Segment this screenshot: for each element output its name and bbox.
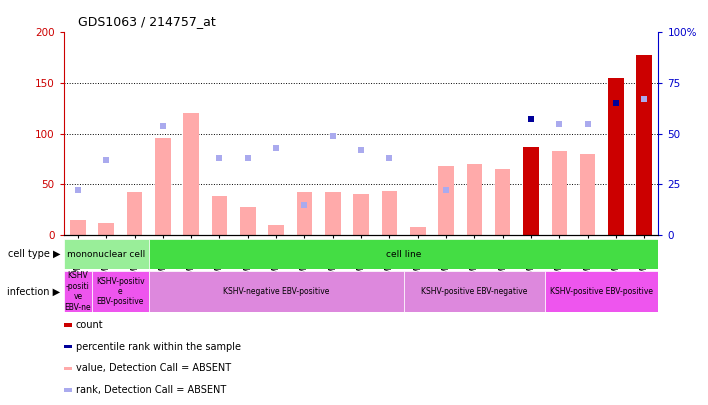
- Bar: [404, 271, 545, 312]
- Text: KSHV-negative EBV-positive: KSHV-negative EBV-positive: [223, 287, 329, 296]
- Bar: [523, 147, 539, 235]
- Bar: [608, 78, 624, 235]
- Bar: [325, 192, 341, 235]
- Text: cell type ▶: cell type ▶: [8, 249, 60, 259]
- Text: KSHV-positiv
e
EBV-positive: KSHV-positiv e EBV-positive: [96, 277, 144, 307]
- Bar: [636, 55, 652, 235]
- Bar: [149, 271, 404, 312]
- Bar: [98, 223, 114, 235]
- Bar: [155, 138, 171, 235]
- Bar: [64, 323, 72, 326]
- Bar: [382, 192, 397, 235]
- Bar: [552, 151, 567, 235]
- Bar: [183, 113, 199, 235]
- Bar: [495, 169, 510, 235]
- Bar: [353, 194, 369, 235]
- Bar: [580, 154, 595, 235]
- Text: count: count: [76, 320, 103, 330]
- Bar: [297, 192, 312, 235]
- Bar: [64, 239, 149, 269]
- Text: mononuclear cell: mononuclear cell: [67, 249, 145, 259]
- Bar: [467, 164, 482, 235]
- Text: KSHV-positive EBV-negative: KSHV-positive EBV-negative: [421, 287, 527, 296]
- Bar: [240, 207, 256, 235]
- Bar: [70, 220, 86, 235]
- Bar: [64, 388, 72, 392]
- Bar: [545, 271, 658, 312]
- Text: cell line: cell line: [386, 249, 421, 259]
- Bar: [212, 196, 227, 235]
- Bar: [149, 239, 658, 269]
- Text: rank, Detection Call = ABSENT: rank, Detection Call = ABSENT: [76, 385, 226, 395]
- Bar: [92, 271, 149, 312]
- Bar: [64, 271, 92, 312]
- Text: infection ▶: infection ▶: [7, 287, 60, 296]
- Bar: [268, 225, 284, 235]
- Text: KSHV-positive EBV-positive: KSHV-positive EBV-positive: [550, 287, 653, 296]
- Bar: [438, 166, 454, 235]
- Bar: [410, 227, 426, 235]
- Text: percentile rank within the sample: percentile rank within the sample: [76, 341, 241, 352]
- Text: KSHV
-positi
ve
EBV-ne: KSHV -positi ve EBV-ne: [64, 271, 91, 312]
- Bar: [127, 192, 142, 235]
- Text: GDS1063 / 214757_at: GDS1063 / 214757_at: [78, 15, 216, 28]
- Text: value, Detection Call = ABSENT: value, Detection Call = ABSENT: [76, 363, 231, 373]
- Bar: [64, 345, 72, 348]
- Bar: [64, 367, 72, 370]
